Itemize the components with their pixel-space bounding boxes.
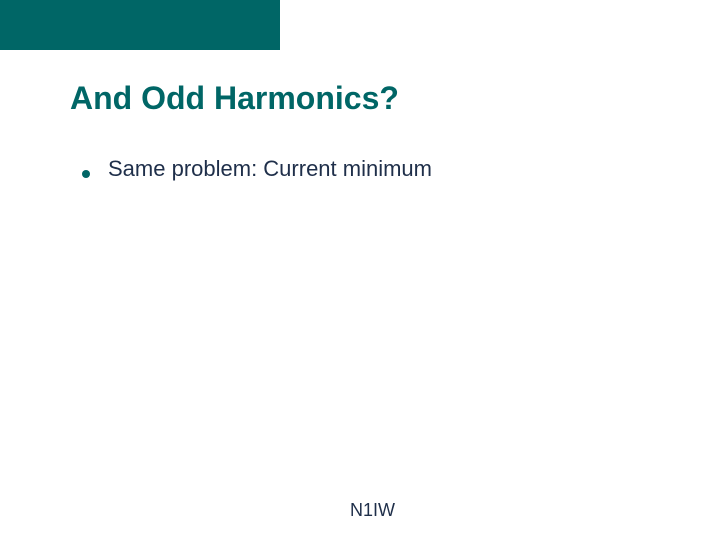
accent-block xyxy=(0,0,280,50)
bullet-item: Same problem: Current minimum xyxy=(82,156,432,182)
footer-callsign: N1IW xyxy=(350,500,395,521)
bullet-dot-icon xyxy=(82,170,90,178)
slide-title: And Odd Harmonics? xyxy=(70,80,399,117)
bullet-list: Same problem: Current minimum xyxy=(82,156,432,194)
bullet-text: Same problem: Current minimum xyxy=(108,156,432,182)
